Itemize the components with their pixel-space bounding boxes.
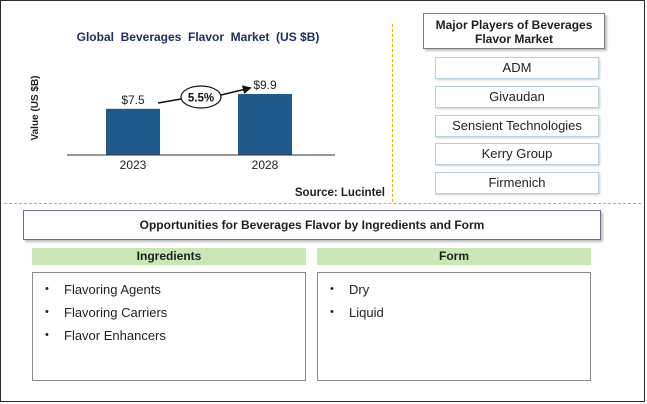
chart-source: Source: Lucintel (295, 187, 385, 199)
form-header: Form (317, 248, 591, 265)
player-item: Givaudan (435, 86, 599, 108)
data-label: $9.9 (253, 78, 277, 92)
y-axis-label: Value (US $B) (30, 75, 41, 140)
ingredients-box: Flavoring Agents Flavoring Carriers Flav… (32, 272, 306, 381)
vertical-divider (392, 24, 393, 202)
bar-2028 (238, 94, 292, 155)
player-item: ADM (435, 57, 599, 79)
growth-arrow-left (157, 98, 182, 104)
list-item: Flavoring Carriers (33, 301, 305, 324)
opportunities-title: Opportunities for Beverages Flavor by In… (23, 210, 601, 240)
chart-title: Global Beverages Flavor Market (US $B) (77, 30, 320, 44)
form-box: Dry Liquid (317, 272, 591, 381)
x-tick-label: 2023 (120, 158, 147, 172)
growth-label: 5.5% (188, 93, 214, 105)
horizontal-divider (4, 203, 641, 204)
growth-ellipse (180, 85, 222, 109)
bar-2023 (106, 108, 160, 155)
list-item: Liquid (318, 301, 590, 324)
ingredients-header: Ingredients (32, 248, 306, 265)
data-label: $7.5 (121, 93, 145, 107)
x-tick-label: 2028 (252, 158, 279, 172)
list-item: Dry (318, 278, 590, 301)
list-item: Flavor Enhancers (33, 324, 305, 347)
player-item: Firmenich (435, 172, 599, 194)
player-item: Kerry Group (435, 143, 599, 165)
growth-arrow-right (220, 85, 252, 96)
list-item: Flavoring Agents (33, 278, 305, 301)
player-item: Sensient Technologies (435, 115, 599, 137)
players-title: Major Players of Beverages Flavor Market (423, 13, 605, 49)
